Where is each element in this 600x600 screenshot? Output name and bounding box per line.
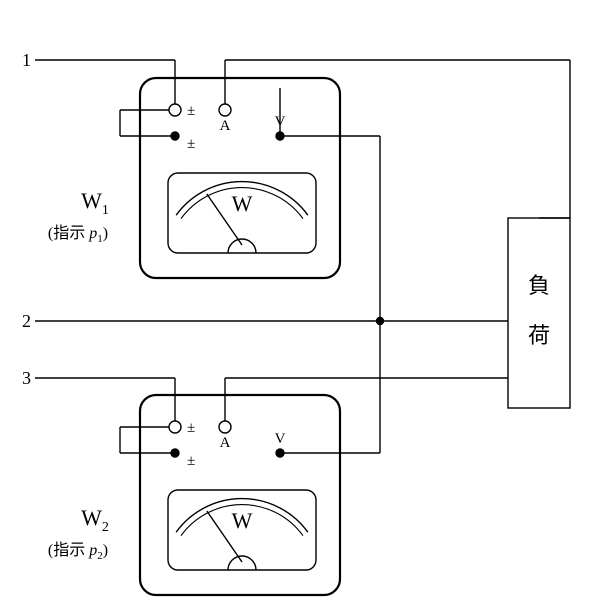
svg-text:2: 2 (22, 311, 31, 331)
svg-text:±: ± (187, 420, 195, 436)
svg-text:V: V (275, 431, 286, 447)
svg-text:±: ± (187, 453, 195, 469)
svg-text:W2: W2 (81, 505, 109, 535)
svg-text:±: ± (187, 136, 195, 152)
svg-text:A: A (220, 435, 231, 451)
svg-text:W: W (232, 191, 253, 216)
svg-text:負: 負 (528, 273, 550, 298)
svg-text:(指示 p1): (指示 p1) (48, 224, 108, 245)
svg-text:W1: W1 (81, 188, 109, 218)
svg-text:W: W (232, 508, 253, 533)
svg-text:荷: 荷 (528, 323, 550, 348)
svg-text:A: A (220, 118, 231, 134)
svg-text:1: 1 (22, 50, 31, 70)
svg-text:3: 3 (22, 368, 31, 388)
svg-text:(指示 p2): (指示 p2) (48, 541, 108, 562)
svg-text:±: ± (187, 103, 195, 119)
two-wattmeter-diagram: 123±A±VWW1(指示 p1)±A±VWW2(指示 p2)負荷 (0, 0, 600, 600)
